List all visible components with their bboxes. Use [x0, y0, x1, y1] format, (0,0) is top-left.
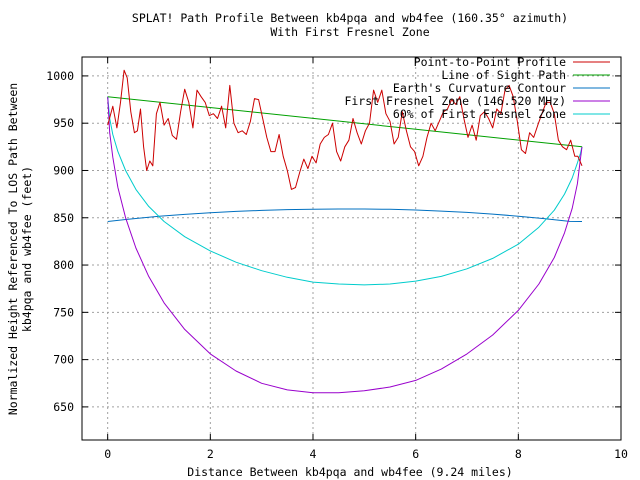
chart-title-line2: With First Fresnel Zone [270, 25, 429, 39]
y-tick-label: 850 [53, 211, 74, 225]
series-line-1 [107, 96, 583, 148]
series-line-0 [107, 69, 583, 190]
x-tick-label: 4 [310, 447, 317, 461]
y-tick-label: 700 [53, 353, 74, 367]
y-tick-label: 950 [53, 116, 74, 130]
legend-label: Point-to-Point Profile [414, 55, 566, 69]
legend-label: 60% of First Fresnel Zone [393, 107, 566, 121]
x-tick-label: 2 [207, 447, 214, 461]
series-lines [107, 69, 583, 394]
y-tick-label: 750 [53, 305, 74, 319]
legend-label: Earth's Curvature Contour [393, 81, 566, 95]
y-axis-label-line2: kb4pqa and wb4fee (feet) [20, 166, 34, 332]
x-tick-label: 0 [104, 447, 111, 461]
y-tick-label: 900 [53, 163, 74, 177]
x-axis-label: Distance Between kb4pqa and wb4fee (9.24… [187, 465, 512, 479]
y-tick-label: 1000 [46, 69, 74, 83]
y-tick-label: 650 [53, 400, 74, 414]
legend-label: First Fresnel Zone (146.520 MHz) [344, 94, 566, 108]
plot-frame [81, 56, 622, 441]
grid [82, 57, 621, 440]
x-axis-ticks: 0 2 4 6 8 10 [104, 57, 628, 461]
legend-label: Line of Sight Path [441, 68, 566, 82]
series-line-2 [107, 208, 583, 222]
series-line-3 [107, 96, 583, 394]
series-line-4 [107, 96, 583, 286]
y-axis-label-line1: Normalized Height Referenced To LOS Path… [6, 83, 20, 415]
y-axis-ticks: 650 700 750 800 850 900 950 1000 [46, 69, 621, 414]
x-tick-label: 6 [412, 447, 419, 461]
x-tick-label: 8 [515, 447, 522, 461]
x-tick-label: 10 [614, 447, 628, 461]
chart-title-line1: SPLAT! Path Profile Between kb4pqa and w… [132, 11, 568, 25]
y-tick-label: 800 [53, 258, 74, 272]
